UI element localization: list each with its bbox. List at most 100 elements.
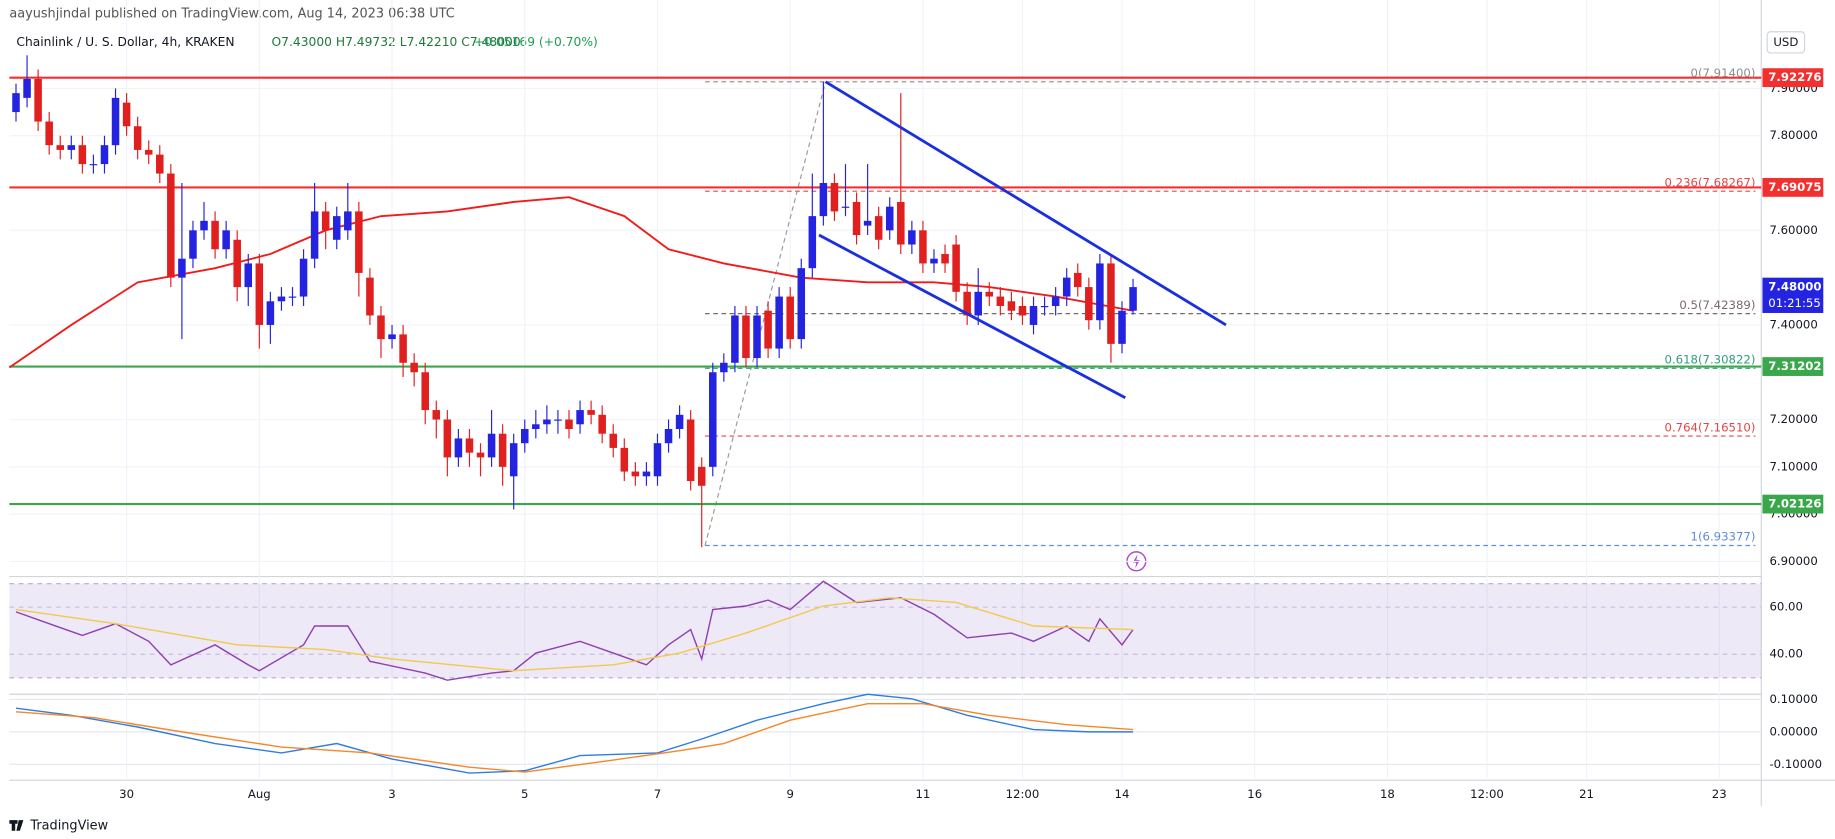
candle-body: [874, 216, 883, 240]
y-tick-label: 7.60000: [1769, 223, 1817, 237]
price-badge-label: 7.69075: [1768, 180, 1821, 194]
candle-body: [56, 145, 64, 150]
price-badge: [1762, 494, 1824, 514]
candle-body: [885, 206, 894, 231]
candle-body: [753, 315, 761, 359]
y-tick-label: 7.40000: [1769, 317, 1817, 331]
ohlc: O7.43000 H7.49732 L7.42210 C7.48000: [272, 35, 521, 49]
x-tick-label: 9: [786, 787, 793, 801]
candle-body: [255, 263, 264, 325]
candle-body: [919, 230, 927, 264]
candle-body: [410, 362, 418, 373]
candle-body: [852, 201, 861, 236]
currency-box[interactable]: [1766, 31, 1806, 54]
candle-body: [1118, 310, 1126, 344]
candle-body: [797, 268, 806, 340]
change: +0.05169 (+0.70%): [474, 35, 598, 49]
candle-body: [244, 263, 253, 288]
candle-body: [344, 211, 352, 231]
candle-body: [443, 419, 452, 458]
fib-label: 0.236(7.68267): [1665, 175, 1756, 189]
candle-body: [841, 206, 850, 208]
candle-body: [1007, 301, 1016, 311]
price-badge-label: 7.31202: [1768, 359, 1821, 373]
y-tick-label: 7.20000: [1769, 412, 1817, 426]
candle-body: [310, 211, 319, 259]
x-tick-label: 23: [1712, 787, 1727, 801]
candle-body: [642, 471, 651, 477]
candle-body: [509, 443, 518, 477]
candle-body: [432, 410, 441, 420]
candle-body: [786, 296, 794, 340]
candle-body: [133, 126, 142, 150]
footer-brand: TradingView: [29, 819, 108, 834]
trend-line: [818, 233, 1126, 400]
candle-body: [89, 164, 98, 166]
candle-body: [1096, 263, 1104, 321]
candle-body: [830, 183, 839, 212]
candle-body: [686, 419, 695, 482]
candle-body: [454, 438, 463, 458]
candle-body: [897, 201, 905, 245]
candle-body: [144, 149, 153, 155]
currency: USD: [1773, 35, 1798, 49]
fib-label: 0.764(7.16510): [1665, 420, 1756, 434]
candle-body: [576, 410, 584, 425]
candle-body: [764, 310, 772, 349]
x-tick-label: 18: [1380, 787, 1395, 801]
candle-body: [78, 145, 87, 165]
candle-body: [587, 410, 595, 415]
candle-body: [1074, 272, 1082, 288]
candle-body: [565, 419, 573, 430]
candle-body: [421, 372, 429, 411]
y-tick-label: 7.80000: [1769, 128, 1817, 142]
candle-body: [366, 277, 374, 316]
candle-body: [465, 438, 474, 453]
y-tick-label: 7.10000: [1769, 459, 1817, 473]
candle-body: [67, 145, 76, 150]
indicator-line: [15, 597, 1134, 672]
price-badge: [1762, 177, 1824, 197]
candle-body: [1129, 287, 1137, 311]
y-tick-label: -0.10000: [1769, 757, 1822, 771]
y-tick-label: 60.00: [1769, 600, 1802, 614]
candle-body: [388, 334, 396, 340]
candle-body: [554, 419, 562, 421]
last-price-badge: [1762, 277, 1824, 313]
fib-label: 0.5(7.42389): [1679, 298, 1755, 312]
symbol: Chainlink / U. S. Dollar, 4h, KRAKEN: [16, 35, 234, 49]
candle-body: [675, 414, 684, 430]
candle-body: [697, 466, 706, 486]
candle-body: [122, 102, 131, 127]
candle-body: [941, 253, 949, 264]
candle-body: [111, 97, 120, 146]
x-tick-label: 12:00: [1006, 787, 1040, 801]
candle-body: [709, 372, 717, 467]
x-tick-label: 5: [521, 787, 528, 801]
candle-body: [332, 216, 341, 240]
indicator-line: [15, 693, 1134, 774]
candle-body: [288, 296, 297, 298]
moving-average: [8, 196, 1134, 369]
candle-body: [720, 362, 728, 373]
candle-body: [23, 78, 31, 98]
candle-body: [520, 429, 529, 444]
candle-body: [930, 258, 938, 264]
plot: [8, 55, 1762, 774]
candle-body: [819, 183, 828, 217]
overlay: 0(7.91400) 0.236(7.68267) 0.5(7.42389) 0.61…: [818, 66, 1756, 544]
candle-body: [908, 230, 916, 245]
candle-body: [653, 443, 662, 477]
candle-body: [742, 315, 750, 359]
candle-body: [1085, 287, 1093, 321]
footer-logo: [9, 820, 24, 831]
fib-label: 1(6.93377): [1691, 530, 1756, 544]
x-tick-label: 21: [1579, 787, 1594, 801]
candle-body: [1029, 306, 1038, 325]
candle-body: [277, 296, 286, 302]
candle-body: [233, 239, 241, 288]
candle-body: [952, 244, 960, 292]
countdown: 01:21:55: [1768, 296, 1820, 310]
x-tick-label: 7: [654, 787, 661, 801]
